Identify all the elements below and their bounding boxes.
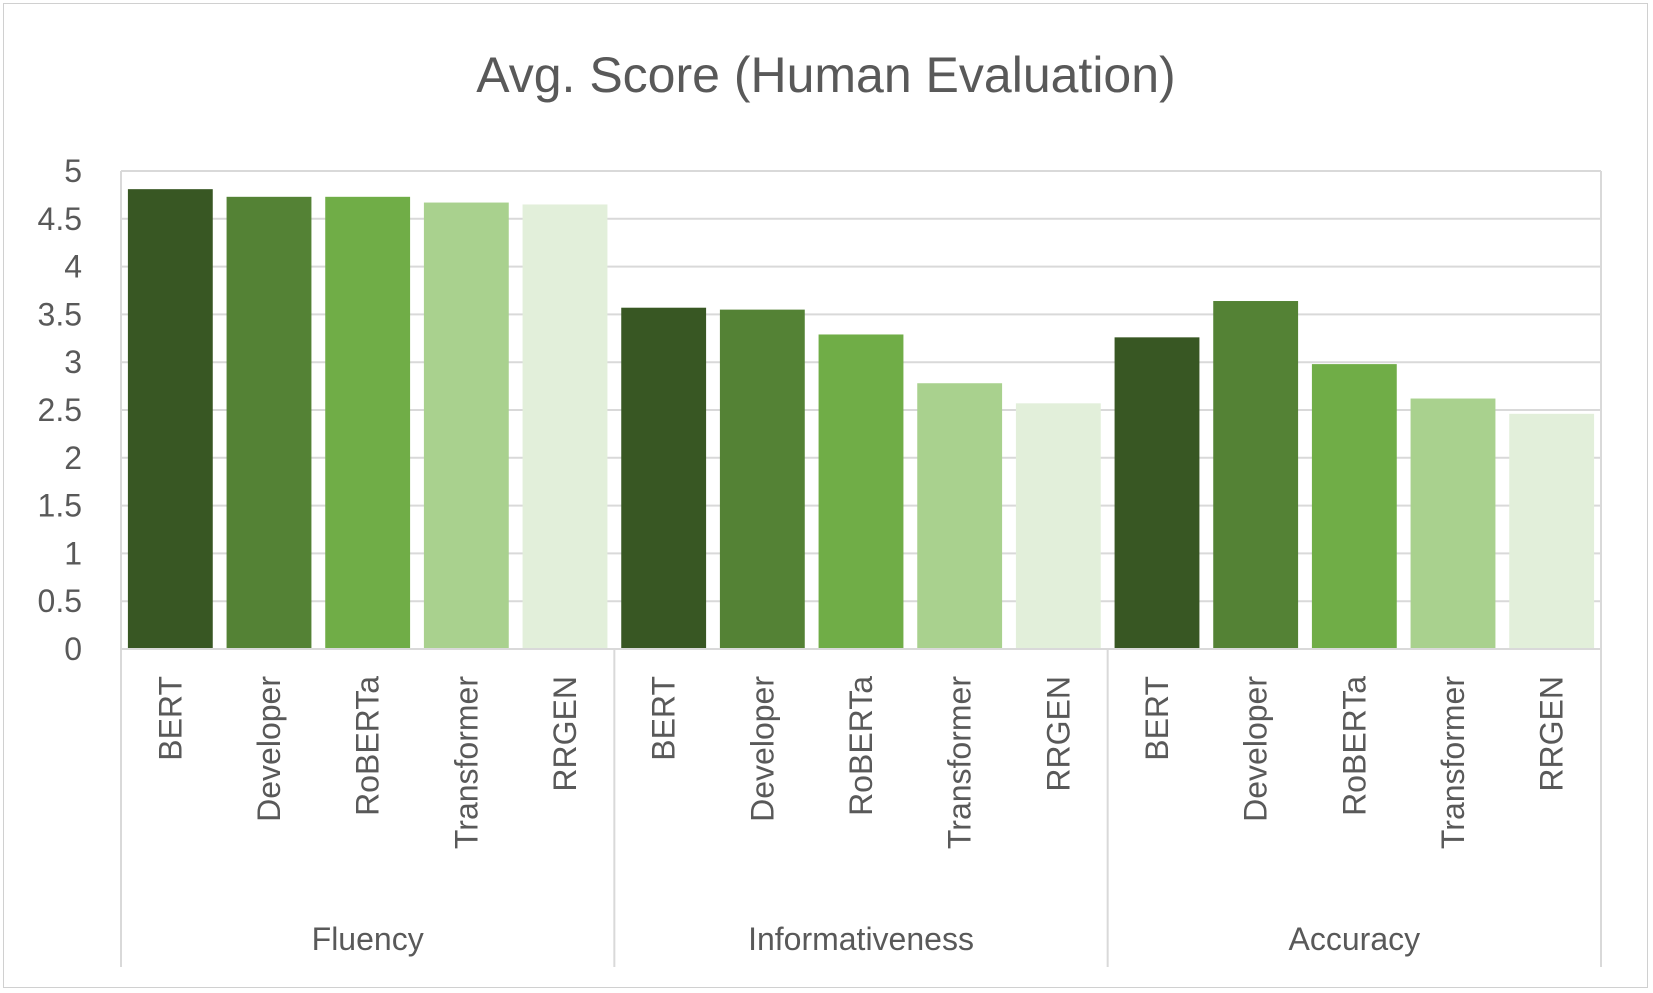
bar-accuracy-developer xyxy=(1213,301,1299,649)
axes xyxy=(120,170,1602,967)
x-category-label: Developer xyxy=(1238,676,1274,822)
x-category-label: BERT xyxy=(152,676,188,761)
x-category-label: RRGEN xyxy=(547,676,583,792)
y-tick-label: 4 xyxy=(64,249,82,285)
y-tick-label: 0.5 xyxy=(38,583,82,619)
bar-fluency-rrgen xyxy=(522,204,608,649)
x-category-label: RoBERTa xyxy=(350,676,386,816)
x-category-label: Developer xyxy=(251,676,287,822)
x-category-label: RRGEN xyxy=(1534,676,1570,792)
x-category-label: Transformer xyxy=(942,676,978,849)
x-category-label: Transformer xyxy=(1435,676,1471,849)
bar-accuracy-transformer xyxy=(1410,398,1496,649)
bars xyxy=(127,189,1595,649)
bar-fluency-transformer xyxy=(423,202,509,649)
bar-informativeness-bert xyxy=(621,307,707,649)
x-category-label: BERT xyxy=(1139,676,1175,761)
x-category-label: Transformer xyxy=(448,676,484,849)
bar-informativeness-developer xyxy=(719,309,805,649)
y-tick-label: 2 xyxy=(64,440,82,476)
bar-informativeness-rrgen xyxy=(1015,403,1101,649)
y-tick-label: 1 xyxy=(64,535,82,571)
x-category-label: BERT xyxy=(646,676,682,761)
bar-fluency-bert xyxy=(127,189,213,649)
x-group-label: Fluency xyxy=(312,921,424,957)
x-group-label: Accuracy xyxy=(1289,921,1421,957)
x-category-label: RoBERTa xyxy=(1336,676,1372,816)
x-category-label: RoBERTa xyxy=(843,676,879,816)
x-group-label: Informativeness xyxy=(748,921,974,957)
y-tick-label: 3 xyxy=(64,344,82,380)
bar-informativeness-transformer xyxy=(917,383,1003,649)
y-tick-label: 0 xyxy=(64,631,82,667)
x-category-label: Developer xyxy=(744,676,780,822)
y-tick-label: 4.5 xyxy=(38,201,82,237)
bar-accuracy-bert xyxy=(1114,337,1200,649)
bar-fluency-roberta xyxy=(325,196,411,649)
labels: 0 0.5 1 1.5 2 2.5 3 3.5 4 4.5 5 BERT Developer RoBERT… xyxy=(38,153,1570,957)
y-tick-label: 5 xyxy=(64,153,82,189)
bar-accuracy-roberta xyxy=(1311,364,1397,649)
chart-title: Avg. Score (Human Evaluation) xyxy=(476,47,1175,103)
x-category-label: RRGEN xyxy=(1040,676,1076,792)
bar-informativeness-roberta xyxy=(818,334,904,649)
y-tick-label: 2.5 xyxy=(38,392,82,428)
y-tick-label: 1.5 xyxy=(38,488,82,524)
y-tick-label: 3.5 xyxy=(38,296,82,332)
bar-fluency-developer xyxy=(226,196,312,649)
bar-accuracy-rrgen xyxy=(1509,413,1595,649)
